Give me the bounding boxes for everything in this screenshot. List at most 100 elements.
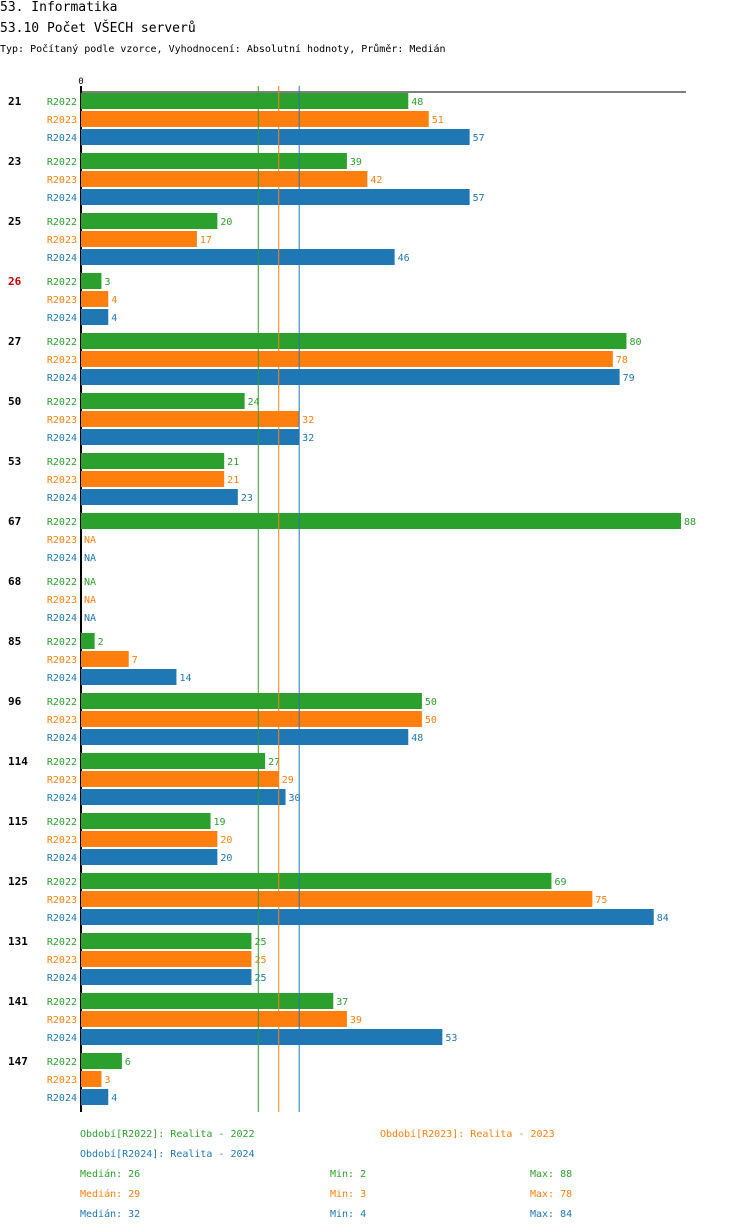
value-label-R2022-27: 80	[629, 337, 641, 348]
bar-R2022-21	[81, 93, 409, 109]
value-label-R2023-23: 42	[370, 175, 382, 186]
bar-R2022-67	[81, 513, 681, 529]
bar-R2022-85	[81, 633, 95, 649]
bar-R2024-147	[81, 1089, 109, 1105]
bar-R2022-26	[81, 273, 102, 289]
value-label-R2023-53: 21	[227, 475, 239, 486]
bar-R2024-131	[81, 969, 252, 985]
bar-R2023-21	[81, 111, 429, 127]
value-label-R2023-141: 39	[350, 1015, 362, 1026]
value-label-R2022-96: 50	[425, 697, 437, 708]
series-label-R2022-115: R2022	[47, 817, 77, 828]
series-label-R2024-27: R2024	[47, 373, 77, 384]
value-label-R2023-21: 51	[432, 115, 444, 126]
value-label-R2022-50: 24	[248, 397, 260, 408]
category-label-53: 53	[8, 455, 21, 468]
bar-R2022-125	[81, 873, 552, 889]
series-label-R2024-23: R2024	[47, 193, 77, 204]
value-label-R2024-141: 53	[445, 1033, 457, 1044]
bar-R2022-50	[81, 393, 245, 409]
series-label-R2024-147: R2024	[47, 1093, 77, 1104]
value-label-R2023-125: 75	[595, 895, 607, 906]
series-label-R2022-147: R2022	[47, 1057, 77, 1068]
value-label-R2024-23: 57	[473, 193, 485, 204]
value-label-R2023-131: 25	[254, 955, 266, 966]
series-label-R2023-96: R2023	[47, 715, 77, 726]
series-label-R2024-26: R2024	[47, 313, 77, 324]
bar-R2022-147	[81, 1053, 122, 1069]
series-label-R2023-25: R2023	[47, 235, 77, 246]
series-label-R2024-114: R2024	[47, 793, 77, 804]
bar-R2024-141	[81, 1029, 443, 1045]
value-label-R2022-115: 19	[214, 817, 226, 828]
value-label-R2022-25: 20	[220, 217, 232, 228]
legend-r2023: Období[R2023]: Realita - 2023	[380, 1129, 555, 1140]
category-label-23: 23	[8, 155, 21, 168]
series-label-R2024-141: R2024	[47, 1033, 77, 1044]
bar-R2023-147	[81, 1071, 102, 1087]
bar-R2022-96	[81, 693, 422, 709]
value-label-R2024-96: 48	[411, 733, 423, 744]
series-label-R2022-67: R2022	[47, 517, 77, 528]
value-label-R2023-27: 78	[616, 355, 628, 366]
series-label-R2024-50: R2024	[47, 433, 77, 444]
na-label-R2023-67: NA	[84, 535, 96, 546]
stat-min-r2023: Min: 3	[330, 1189, 367, 1200]
bar-R2022-23	[81, 153, 347, 169]
value-label-R2022-125: 69	[554, 877, 566, 888]
na-label-R2024-67: NA	[84, 553, 96, 564]
series-label-R2023-26: R2023	[47, 295, 77, 306]
bar-R2024-115	[81, 849, 218, 865]
bar-R2023-25	[81, 231, 197, 247]
stat-min-r2024: Min: 4	[330, 1209, 367, 1220]
value-label-R2024-114: 30	[289, 793, 301, 804]
chart-title: 53.10 Počet VŠECH serverů	[0, 21, 196, 36]
series-label-R2023-114: R2023	[47, 775, 77, 786]
value-label-R2022-67: 88	[684, 517, 696, 528]
category-label-26: 26	[8, 275, 22, 288]
series-label-R2023-125: R2023	[47, 895, 77, 906]
stat-max-r2023: Max: 78	[530, 1189, 573, 1200]
bar-R2024-114	[81, 789, 286, 805]
value-label-R2024-125: 84	[657, 913, 669, 924]
series-label-R2022-23: R2022	[47, 157, 77, 168]
series-label-R2024-131: R2024	[47, 973, 77, 984]
category-label-50: 50	[8, 395, 21, 408]
series-label-R2023-115: R2023	[47, 835, 77, 846]
value-label-R2023-85: 7	[132, 655, 138, 666]
category-label-21: 21	[8, 95, 22, 108]
bar-R2024-25	[81, 249, 395, 265]
value-label-R2022-147: 6	[125, 1057, 131, 1068]
series-label-R2022-114: R2022	[47, 757, 77, 768]
bar-R2022-114	[81, 753, 266, 769]
value-label-R2024-85: 14	[179, 673, 191, 684]
value-label-R2024-50: 32	[302, 433, 314, 444]
series-label-R2022-125: R2022	[47, 877, 77, 888]
series-label-R2022-25: R2022	[47, 217, 77, 228]
bar-R2024-85	[81, 669, 177, 685]
series-label-R2022-53: R2022	[47, 457, 77, 468]
series-label-R2024-21: R2024	[47, 133, 77, 144]
series-label-R2022-50: R2022	[47, 397, 77, 408]
series-label-R2024-96: R2024	[47, 733, 77, 744]
stat-median-r2022: Medián: 26	[80, 1169, 141, 1180]
bar-R2024-96	[81, 729, 409, 745]
category-label-25: 25	[8, 215, 21, 228]
series-label-R2023-85: R2023	[47, 655, 77, 666]
series-label-R2022-85: R2022	[47, 637, 77, 648]
bar-R2022-115	[81, 813, 211, 829]
series-label-R2022-96: R2022	[47, 697, 77, 708]
value-label-R2022-131: 25	[254, 937, 266, 948]
value-label-R2024-27: 79	[623, 373, 635, 384]
series-label-R2023-131: R2023	[47, 955, 77, 966]
bar-R2024-27	[81, 369, 620, 385]
value-label-R2024-131: 25	[254, 973, 266, 984]
series-label-R2023-23: R2023	[47, 175, 77, 186]
stat-median-r2023: Medián: 29	[80, 1189, 141, 1200]
bar-R2023-141	[81, 1011, 347, 1027]
value-label-R2024-147: 4	[111, 1093, 117, 1104]
bar-R2024-125	[81, 909, 654, 925]
page-title: 53. Informatika	[0, 0, 118, 15]
stat-max-r2024: Max: 84	[530, 1209, 573, 1220]
legend-r2022: Období[R2022]: Realita - 2022	[80, 1129, 255, 1140]
